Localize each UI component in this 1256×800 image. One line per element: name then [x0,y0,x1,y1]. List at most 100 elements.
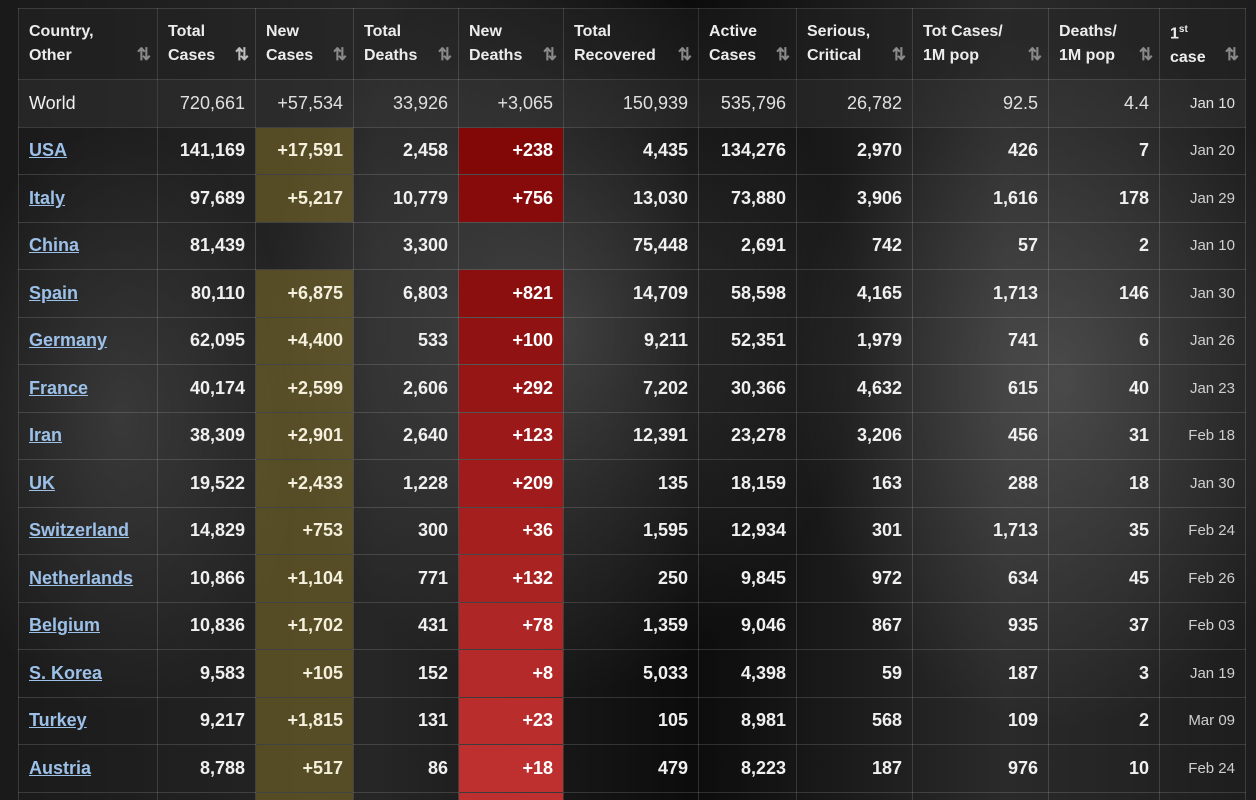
column-header-label-line1: New [266,23,299,40]
sort-arrows-icon[interactable]: ⇅ [1138,45,1153,64]
column-header-serious-critical[interactable]: Serious, Critical ⇅ [796,8,913,80]
country-link[interactable]: Spain [29,282,79,303]
country-link[interactable]: Germany [29,330,108,351]
sort-arrows-icon[interactable]: ⇅ [136,45,151,64]
total-cases-cell: 8,788 [157,744,256,793]
country-cell: World [18,79,158,128]
deaths-per-1m-cell: 2 [1048,221,1160,270]
column-header-total-cases[interactable]: Total Cases ⇅ [157,8,256,80]
serious-critical-cell: 742 [796,221,913,270]
sort-arrows-icon[interactable]: ⇅ [891,45,906,64]
country-cell: Italy [18,174,158,223]
empty-cell [353,791,459,800]
serious-critical-cell: 568 [796,696,913,745]
total-recovered-cell: 1,595 [563,506,699,555]
table-row: Spain 80,110 +6,875 6,803 +821 14,709 58,598 4,… [18,269,1246,318]
column-header-label-line2: Cases [266,47,314,64]
country-link[interactable]: Italy [29,187,66,208]
new-cases-cell: +1,815 [255,696,354,745]
column-header-label-line2: Deaths [364,47,418,64]
total-cases-cell: 10,866 [157,554,256,603]
new-cases-cell: +1,702 [255,601,354,650]
total-cases-cell: 9,217 [157,696,256,745]
tot-cases-per-1m-cell: 426 [912,126,1049,175]
country-cell: Turkey [18,696,158,745]
column-header-label-line1: Deaths/ [1059,23,1117,40]
country-link[interactable]: Belgium [29,615,101,636]
serious-critical-cell: 301 [796,506,913,555]
new-deaths-cell: +3,065 [458,79,564,128]
sort-arrows-icon[interactable]: ⇅ [542,45,557,64]
total-deaths-cell: 33,926 [353,79,459,128]
sort-arrows-icon[interactable]: ⇅ [234,45,249,64]
new-cases-cell: +2,599 [255,364,354,413]
deaths-per-1m-cell: 35 [1048,506,1160,555]
new-deaths-cell: +238 [458,126,564,175]
total-recovered-cell: 75,448 [563,221,699,270]
country-link[interactable]: Switzerland [29,520,130,541]
sort-arrows-icon[interactable]: ⇅ [437,45,452,64]
total-recovered-cell: 4,435 [563,126,699,175]
column-header-new-deaths[interactable]: New Deaths ⇅ [458,8,564,80]
total-cases-cell: 10,836 [157,601,256,650]
country-cell: Belgium [18,601,158,650]
column-header-new-cases[interactable]: New Cases ⇅ [255,8,354,80]
tot-cases-per-1m-cell: 456 [912,411,1049,460]
total-deaths-cell: 6,803 [353,269,459,318]
sort-arrows-icon[interactable]: ⇅ [775,45,790,64]
table-row: Turkey 9,217 +1,815 131 +23 105 8,981 568 109 2 Ma… [18,696,1246,745]
first-case-cell: Jan 20 [1159,126,1246,175]
sort-arrows-icon[interactable]: ⇅ [1027,45,1042,64]
first-case-cell: Feb 24 [1159,506,1246,555]
serious-critical-cell: 59 [796,649,913,698]
empty-cell [1159,791,1246,800]
new-cases-cell: +2,433 [255,459,354,508]
tot-cases-per-1m-cell: 57 [912,221,1049,270]
column-header-total-recovered[interactable]: Total Recovered ⇅ [563,8,699,80]
total-recovered-cell: 5,033 [563,649,699,698]
serious-critical-cell: 972 [796,554,913,603]
new-deaths-cell: +821 [458,269,564,318]
country-link[interactable]: USA [29,140,68,161]
deaths-per-1m-cell: 6 [1048,316,1160,365]
country-link[interactable]: China [29,235,80,256]
country-link[interactable]: S. Korea [29,662,103,683]
country-link[interactable]: Turkey [29,710,87,731]
table-row: France 40,174 +2,599 2,606 +292 7,202 30,366 4,… [18,364,1246,413]
total-cases-cell: 9,583 [157,649,256,698]
table-row: Switzerland 14,829 +753 300 +36 1,595 12,934 30… [18,506,1246,555]
deaths-per-1m-cell: 2 [1048,696,1160,745]
tot-cases-per-1m-cell: 935 [912,601,1049,650]
new-deaths-cell: +756 [458,174,564,223]
column-header-total-deaths[interactable]: Total Deaths ⇅ [353,8,459,80]
country-link[interactable]: Iran [29,425,63,446]
sort-arrows-icon[interactable]: ⇅ [332,45,347,64]
new-cases-cell [255,221,354,270]
country-link[interactable]: UK [29,472,55,493]
new-deaths-cell: +18 [458,744,564,793]
country-link[interactable]: France [29,377,89,398]
serious-critical-cell: 4,632 [796,364,913,413]
column-header-country[interactable]: Country, Other ⇅ [18,8,158,80]
column-header-tot-cases-per-1m[interactable]: Tot Cases/1M pop ⇅ [912,8,1049,80]
new-cases-cell: +1,104 [255,554,354,603]
empty-cell [796,791,913,800]
serious-critical-cell: 3,206 [796,411,913,460]
total-deaths-cell: 2,640 [353,411,459,460]
column-header-label-line2: Deaths [469,47,523,64]
total-cases-cell: 40,174 [157,364,256,413]
column-header-deaths-per-1m[interactable]: Deaths/1M pop ⇅ [1048,8,1160,80]
sort-arrows-icon[interactable]: ⇅ [677,45,692,64]
column-header-label-line2: case [1170,49,1206,67]
column-header-first-case[interactable]: 1st case ⇅ [1159,8,1246,80]
country-link[interactable]: Netherlands [29,567,134,588]
new-cases-cell: +5,217 [255,174,354,223]
country-link[interactable]: Austria [29,757,92,778]
empty-cell [563,791,699,800]
column-header-active-cases[interactable]: Active Cases ⇅ [698,8,797,80]
active-cases-cell: 30,366 [698,364,797,413]
tot-cases-per-1m-cell: 634 [912,554,1049,603]
sort-arrows-icon[interactable]: ⇅ [1224,45,1239,64]
total-deaths-cell: 3,300 [353,221,459,270]
